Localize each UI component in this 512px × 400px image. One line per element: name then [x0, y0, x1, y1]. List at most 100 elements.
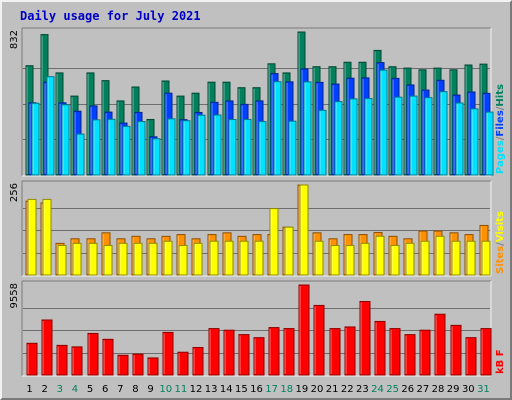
bar-pages-day-13	[213, 114, 222, 176]
bar-visits-day-6	[103, 244, 113, 276]
day-label-25: 25	[386, 384, 399, 395]
bar-visits-day-19	[299, 184, 309, 276]
day-label-28: 28	[432, 384, 445, 395]
day-label-1: 1	[26, 384, 32, 395]
bar-visits-day-11	[178, 244, 188, 276]
day-label-15: 15	[235, 384, 248, 395]
day-label-14: 14	[220, 384, 233, 395]
bar-visits-day-31	[481, 240, 491, 276]
bar-kbytes-day-30	[465, 337, 477, 376]
day-label-13: 13	[205, 384, 218, 395]
bar-visits-day-20	[314, 240, 324, 276]
legend-entry: Sites	[495, 246, 506, 274]
bar-kbytes-day-27	[419, 329, 431, 376]
bar-visits-day-15	[239, 240, 249, 276]
panel-hits-files-pages-legend: Pages/Files/Hits	[495, 84, 506, 174]
day-label-16: 16	[250, 384, 263, 395]
bar-kbytes-day-23	[359, 300, 371, 376]
bar-kbytes-day-16	[253, 337, 265, 376]
day-label-21: 21	[326, 384, 339, 395]
bar-visits-day-5	[88, 242, 98, 276]
bar-pages-day-20	[318, 109, 327, 176]
bar-pages-day-24	[379, 69, 388, 176]
bar-visits-day-18	[284, 226, 294, 276]
day-label-29: 29	[447, 384, 460, 395]
bar-visits-day-22	[345, 244, 355, 276]
bar-visits-day-17	[269, 208, 279, 276]
legend-entry: /	[495, 242, 506, 246]
bar-pages-day-19	[303, 81, 312, 176]
bar-kbytes-day-29	[450, 324, 462, 376]
day-label-26: 26	[401, 384, 414, 395]
bar-pages-day-10	[167, 118, 176, 176]
bar-visits-day-23	[360, 242, 370, 276]
legend-entry: Pages	[495, 140, 506, 174]
bar-visits-day-2	[42, 198, 52, 276]
bar-kbytes-day-28	[434, 313, 446, 376]
bar-kbytes-day-20	[313, 304, 325, 376]
bar-visits-day-26	[405, 242, 415, 276]
bar-visits-day-16	[254, 240, 264, 276]
legend-entry: Visits	[495, 211, 506, 242]
legend-entry: kB	[495, 360, 506, 374]
legend-entry: Hits	[495, 84, 506, 107]
bar-visits-day-4	[72, 242, 82, 276]
panel-visits-sites-ymax-label: 256	[9, 183, 20, 202]
bar-visits-day-24	[375, 235, 385, 276]
legend-entry: F	[495, 349, 506, 359]
bar-visits-day-9	[148, 242, 158, 276]
bar-kbytes-day-25	[389, 328, 401, 376]
day-label-22: 22	[341, 384, 354, 395]
bar-pages-day-7	[122, 125, 131, 176]
chart-title: Daily usage for July 2021	[20, 9, 201, 23]
bar-kbytes-day-6	[102, 338, 114, 376]
day-label-20: 20	[311, 384, 324, 395]
legend-entry: Files	[495, 110, 506, 136]
bar-visits-day-30	[466, 240, 476, 276]
bar-visits-day-12	[193, 242, 203, 276]
bar-kbytes-day-4	[71, 346, 83, 376]
bar-pages-day-6	[107, 118, 116, 176]
bar-visits-day-3	[57, 244, 67, 276]
bar-kbytes-day-5	[87, 332, 99, 376]
day-label-19: 19	[296, 384, 309, 395]
bar-pages-day-16	[258, 121, 267, 176]
bar-pages-day-18	[288, 120, 297, 176]
bar-kbytes-day-11	[177, 351, 189, 376]
bar-kbytes-day-15	[238, 334, 250, 376]
panel-visits-sites-legend: Sites/Visits	[495, 211, 506, 274]
bar-pages-day-4	[76, 133, 85, 176]
day-label-18: 18	[280, 384, 293, 395]
day-label-3: 3	[57, 384, 63, 395]
bar-pages-day-14	[228, 118, 237, 176]
bar-pages-day-21	[334, 101, 343, 176]
day-label-27: 27	[417, 384, 430, 395]
bar-kbytes-day-24	[374, 320, 386, 376]
bar-visits-day-27	[420, 240, 430, 276]
bar-visits-day-13	[209, 240, 219, 276]
day-label-5: 5	[87, 384, 93, 395]
day-label-10: 10	[159, 384, 172, 395]
panel-kbytes-legend: kB F	[495, 349, 506, 374]
bar-kbytes-day-9	[147, 357, 159, 376]
bar-pages-day-3	[61, 104, 70, 176]
bar-visits-day-14	[224, 240, 234, 276]
day-label-23: 23	[356, 384, 369, 395]
bar-pages-day-2	[46, 76, 55, 176]
day-label-8: 8	[132, 384, 138, 395]
bar-kbytes-day-22	[344, 326, 356, 376]
day-label-17: 17	[265, 384, 278, 395]
bar-pages-day-30	[470, 108, 479, 176]
day-label-12: 12	[190, 384, 203, 395]
bar-kbytes-day-17	[268, 327, 280, 376]
bar-visits-day-1	[27, 198, 37, 276]
bar-pages-day-15	[243, 118, 252, 176]
legend-entry: /	[495, 136, 506, 140]
day-label-31: 31	[477, 384, 490, 395]
bar-kbytes-day-12	[192, 346, 204, 376]
bar-pages-day-27	[424, 97, 433, 176]
bar-kbytes-day-2	[41, 319, 53, 376]
day-label-9: 9	[147, 384, 153, 395]
bar-kbytes-day-14	[223, 329, 235, 376]
